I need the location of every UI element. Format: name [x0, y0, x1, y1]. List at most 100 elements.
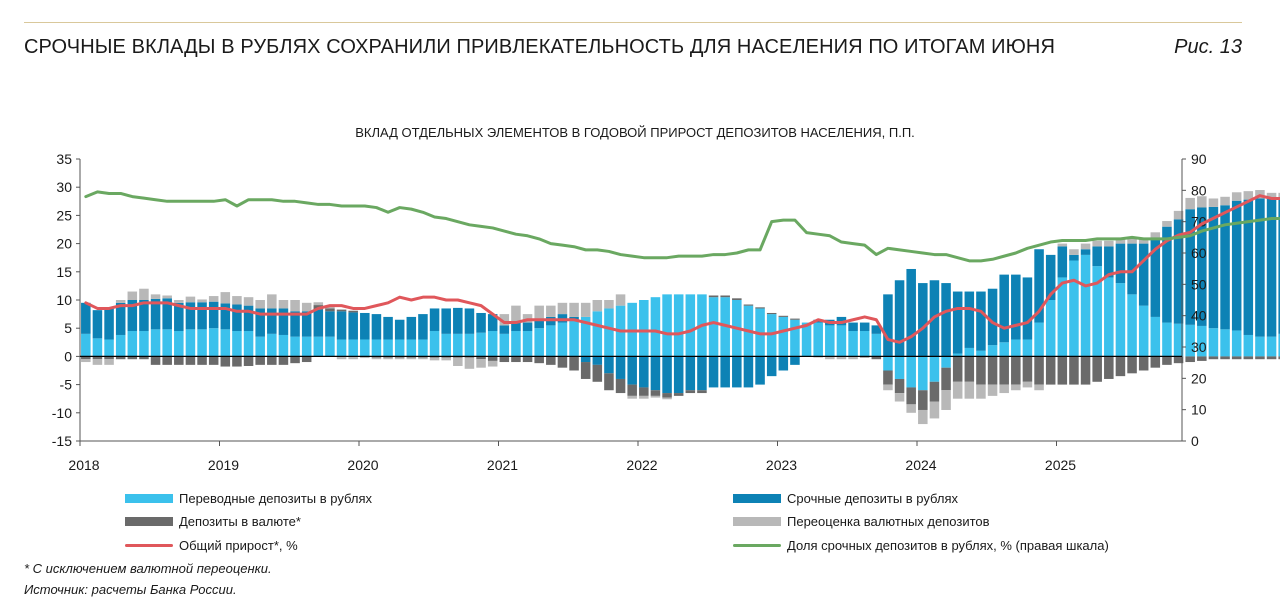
bar-term-10: [197, 302, 207, 330]
footnote: * С исключением валютной переоценки.: [24, 561, 272, 576]
bar-transfer-11: [208, 328, 219, 357]
bar-term-49: [650, 356, 661, 391]
bar-transfer-18: [290, 336, 300, 357]
bar-transfer-52: [685, 294, 696, 357]
bar-reval-39: [534, 305, 544, 320]
bar-transfer-99: [1231, 330, 1242, 357]
bar-reval-17: [278, 300, 289, 309]
bar-fx-11: [208, 356, 219, 365]
bar-term-16: [267, 308, 277, 334]
bar-term-18: [290, 311, 300, 337]
y2-tick-label: 0: [1191, 433, 1199, 449]
bar-reval-69: [883, 384, 893, 391]
bar-reval-102: [1266, 192, 1277, 199]
bar-fx-88: [1104, 356, 1114, 379]
bar-reval-77: [976, 384, 986, 399]
bar-transfer-4: [127, 331, 138, 357]
bar-term-76: [964, 291, 975, 348]
bar-fx-41: [557, 356, 568, 368]
bar-term-68: [871, 325, 882, 334]
bar-fx-74: [941, 367, 951, 391]
bar-transfer-44: [592, 311, 603, 357]
bar-reval-14: [243, 297, 254, 306]
y-tick-label: 35: [56, 151, 72, 167]
bar-fx-97: [1208, 356, 1219, 360]
bar-transfer-69: [883, 356, 893, 371]
bar-term-57: [743, 356, 754, 388]
bar-reval-37: [511, 305, 521, 323]
bar-transfer-82: [1034, 322, 1044, 357]
bar-reval-15: [255, 300, 265, 309]
bar-transfer-5: [139, 331, 149, 357]
bar-transfer-85: [1069, 260, 1079, 357]
bar-term-88: [1104, 246, 1114, 278]
bar-fx-78: [987, 356, 998, 385]
bar-term-34: [476, 312, 486, 333]
bar-fx-58: [755, 307, 765, 309]
bar-transfer-101: [1255, 336, 1265, 357]
bar-transfer-21: [325, 336, 335, 357]
lines-layer: [84, 190, 1280, 344]
axes-layer: -15-10-505101520253035010203040506070809…: [52, 151, 1207, 473]
bar-term-72: [918, 283, 928, 357]
bar-fx-95: [1185, 356, 1195, 363]
bar-transfer-71: [906, 356, 916, 388]
bar-term-51: [673, 356, 684, 394]
bar-fx-35: [487, 356, 498, 361]
bar-reval-72: [918, 409, 928, 425]
bar-fx-80: [1011, 356, 1021, 385]
bar-transfer-6: [150, 329, 161, 357]
bar-term-43: [580, 356, 591, 363]
bar-term-86: [1080, 249, 1091, 255]
bar-transfer-42: [569, 319, 579, 357]
bar-transfer-90: [1127, 294, 1137, 357]
bar-term-39: [534, 319, 544, 329]
bar-reval-74: [941, 390, 951, 410]
bar-fx-102: [1266, 356, 1277, 360]
bar-term-55: [720, 356, 730, 388]
bar-reval-92: [1150, 232, 1161, 238]
bar-fx-98: [1220, 356, 1230, 360]
bar-reval-13: [232, 296, 242, 305]
bar-reval-34: [476, 359, 486, 368]
bar-reval-26: [383, 357, 393, 360]
bar-term-69: [883, 294, 893, 357]
bar-reval-41: [557, 302, 568, 315]
y2-tick-label: 40: [1191, 308, 1207, 324]
bar-fx-55: [720, 295, 730, 298]
bar-reval-78: [987, 384, 998, 396]
bar-term-79: [999, 274, 1009, 343]
bar-reval-3: [115, 300, 126, 303]
bar-term-6: [150, 298, 161, 330]
bar-transfer-3: [115, 334, 126, 357]
bar-reval-93: [1162, 221, 1172, 227]
bar-term-26: [383, 316, 393, 340]
bar-fx-51: [673, 393, 684, 396]
bar-term-58: [755, 356, 765, 385]
bar-transfer-7: [162, 329, 172, 357]
bar-term-13: [232, 304, 242, 332]
bar-fx-59: [766, 312, 777, 315]
bar-reval-95: [1185, 197, 1195, 210]
line-share: [84, 190, 1280, 263]
bar-term-2: [104, 308, 114, 340]
bar-reval-71: [906, 404, 916, 413]
bar-transfer-9: [185, 329, 196, 357]
bar-transfer-88: [1104, 277, 1114, 357]
bar-transfer-8: [174, 331, 184, 357]
bar-reval-86: [1080, 243, 1091, 250]
bar-reval-10: [197, 299, 207, 303]
bar-term-70: [894, 280, 905, 357]
bar-fx-16: [267, 356, 277, 365]
bar-transfer-86: [1080, 254, 1091, 357]
bar-reval-23: [348, 356, 358, 360]
bar-term-102: [1266, 198, 1277, 337]
bar-reval-70: [894, 393, 905, 402]
bar-transfer-39: [534, 328, 544, 357]
bar-term-28: [406, 316, 417, 340]
y2-tick-label: 80: [1191, 182, 1207, 198]
bar-fx-81: [1022, 356, 1033, 382]
legend-swatch-reval: [733, 517, 781, 526]
bar-transfer-68: [871, 333, 882, 357]
bar-fx-13: [232, 356, 242, 367]
